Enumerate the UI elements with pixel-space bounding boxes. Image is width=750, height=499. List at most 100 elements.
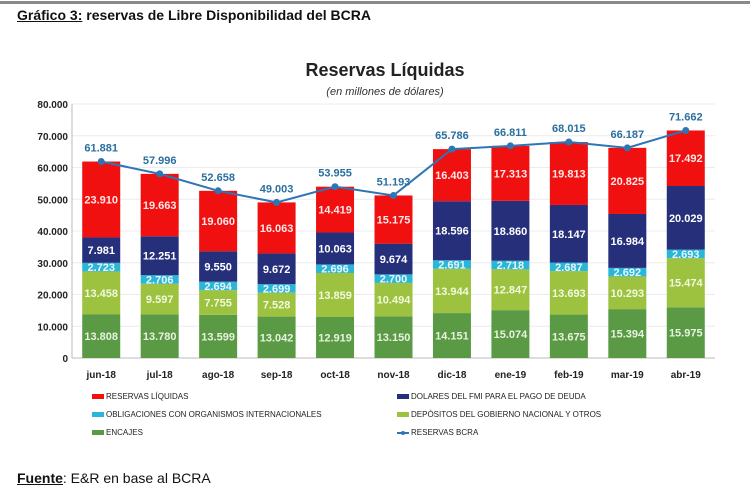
x-tick-label: ago-18 [202, 370, 235, 381]
bar-segment [82, 314, 121, 358]
bar-segment [549, 142, 588, 205]
bar-segment [666, 249, 705, 259]
data-label: 13.150 [377, 332, 411, 344]
x-tick-label: ene-19 [495, 370, 527, 381]
data-label: 13.808 [84, 331, 118, 343]
line-data-label: 68.015 [552, 123, 586, 135]
data-label: 23.910 [84, 194, 118, 206]
top-rule [0, 1, 750, 4]
line-data-label: 53.955 [318, 168, 352, 180]
data-label: 19.060 [201, 216, 235, 228]
data-label: 7.528 [263, 300, 291, 312]
data-label: 13.859 [318, 290, 352, 302]
data-label: 15.074 [494, 329, 529, 341]
bar-segment [82, 237, 121, 263]
data-label: 13.693 [552, 288, 586, 300]
line-point [623, 144, 631, 152]
data-label: 13.675 [552, 331, 586, 343]
data-label: 17.492 [669, 153, 703, 165]
bar-segment [432, 149, 471, 202]
line-data-label: 49.003 [260, 183, 294, 195]
legend-item: DEPÓSITOS DEL GOBIERNO NACIONAL Y OTROS [397, 410, 601, 419]
legend-item: RESERVAS BCRA [397, 428, 478, 437]
bar-segment [549, 271, 588, 315]
y-tick-label: 70.000 [37, 132, 68, 143]
data-label: 19.663 [143, 200, 177, 212]
bar-segment [257, 316, 296, 358]
line-point [331, 183, 339, 191]
bar-segment [199, 314, 238, 358]
y-tick-label: 30.000 [37, 259, 68, 270]
bar-segment [316, 264, 355, 273]
source-note: Fuente: E&R en base al BCRA [17, 470, 211, 486]
bar-segment [199, 251, 238, 282]
legend-item: DOLARES DEL FMI PARA EL PAGO DE DEUDA [397, 392, 586, 401]
bar-segment [549, 314, 588, 358]
line-point [273, 198, 281, 206]
color-swatch [92, 430, 104, 435]
x-tick-label: mar-19 [611, 370, 644, 381]
legend-item: ENCAJES [92, 428, 143, 437]
data-label: 2.696 [321, 264, 349, 276]
data-label: 2.687 [555, 262, 583, 274]
line-data-label: 57.996 [143, 155, 177, 167]
data-label: 9.672 [263, 264, 291, 276]
bar-segment [491, 269, 530, 311]
data-label: 13.944 [435, 286, 470, 298]
data-label: 2.692 [614, 267, 642, 279]
bar-segment [608, 213, 647, 268]
bar-segment [316, 186, 355, 233]
bar-segment [666, 258, 705, 308]
legend-item: OBLIGACIONES CON ORGANISMOS INTERNACIONA… [92, 410, 322, 419]
y-tick-label: 80.000 [37, 100, 68, 111]
data-label: 13.458 [84, 288, 118, 300]
bar-segment [199, 290, 238, 315]
data-label: 17.313 [494, 168, 528, 180]
legend-item: RESERVAS LÍQUIDAS [92, 392, 188, 401]
legend-label: DEPÓSITOS DEL GOBIERNO NACIONAL Y OTROS [411, 410, 602, 419]
data-label: 15.175 [377, 215, 411, 227]
data-label: 12.919 [318, 332, 352, 344]
line-data-label: 52.658 [201, 172, 235, 184]
data-label: 15.474 [669, 278, 704, 290]
caption-text: reservas de Libre Disponibilidad del BCR… [82, 7, 371, 23]
data-label: 7.981 [87, 245, 115, 257]
data-label: 16.984 [610, 236, 645, 248]
bar-segment [257, 202, 296, 254]
y-tick-label: 10.000 [37, 322, 68, 333]
line-point [448, 145, 456, 153]
line-point [682, 126, 690, 134]
data-label: 2.718 [497, 260, 525, 272]
bar-segment [316, 232, 355, 265]
data-label: 13.599 [201, 331, 235, 343]
reservas-bcra-line [101, 129, 687, 204]
data-label: 14.419 [318, 205, 352, 217]
bar-segment [549, 204, 588, 263]
bar-segment [374, 282, 413, 317]
x-tick-label: oct-18 [320, 370, 350, 381]
x-tick-label: jul-18 [146, 370, 174, 381]
bar-segment [374, 195, 413, 244]
y-tick-label: 20.000 [37, 291, 68, 302]
bar-segment [140, 283, 179, 315]
line-point [390, 191, 397, 199]
caption-prefix: Gráfico 3: [17, 7, 83, 23]
data-label: 7.755 [204, 298, 232, 310]
data-label: 15.394 [610, 329, 645, 341]
data-label: 13.780 [143, 331, 177, 343]
line-data-label: 61.881 [84, 143, 118, 155]
bar-segment [608, 267, 647, 277]
data-label: 16.403 [435, 170, 469, 182]
x-tick-label: abr-19 [671, 370, 701, 381]
line-point [214, 187, 222, 195]
bar-segment [140, 314, 179, 358]
x-tick-label: feb-19 [554, 370, 584, 381]
x-tick-label: nov-18 [377, 370, 410, 381]
bar-segment [316, 272, 355, 317]
data-label: 16.063 [260, 223, 294, 235]
bar-segment [374, 274, 413, 283]
line-data-label: 51.193 [377, 176, 411, 188]
data-label: 12.251 [143, 251, 177, 263]
data-label: 2.694 [204, 281, 232, 293]
